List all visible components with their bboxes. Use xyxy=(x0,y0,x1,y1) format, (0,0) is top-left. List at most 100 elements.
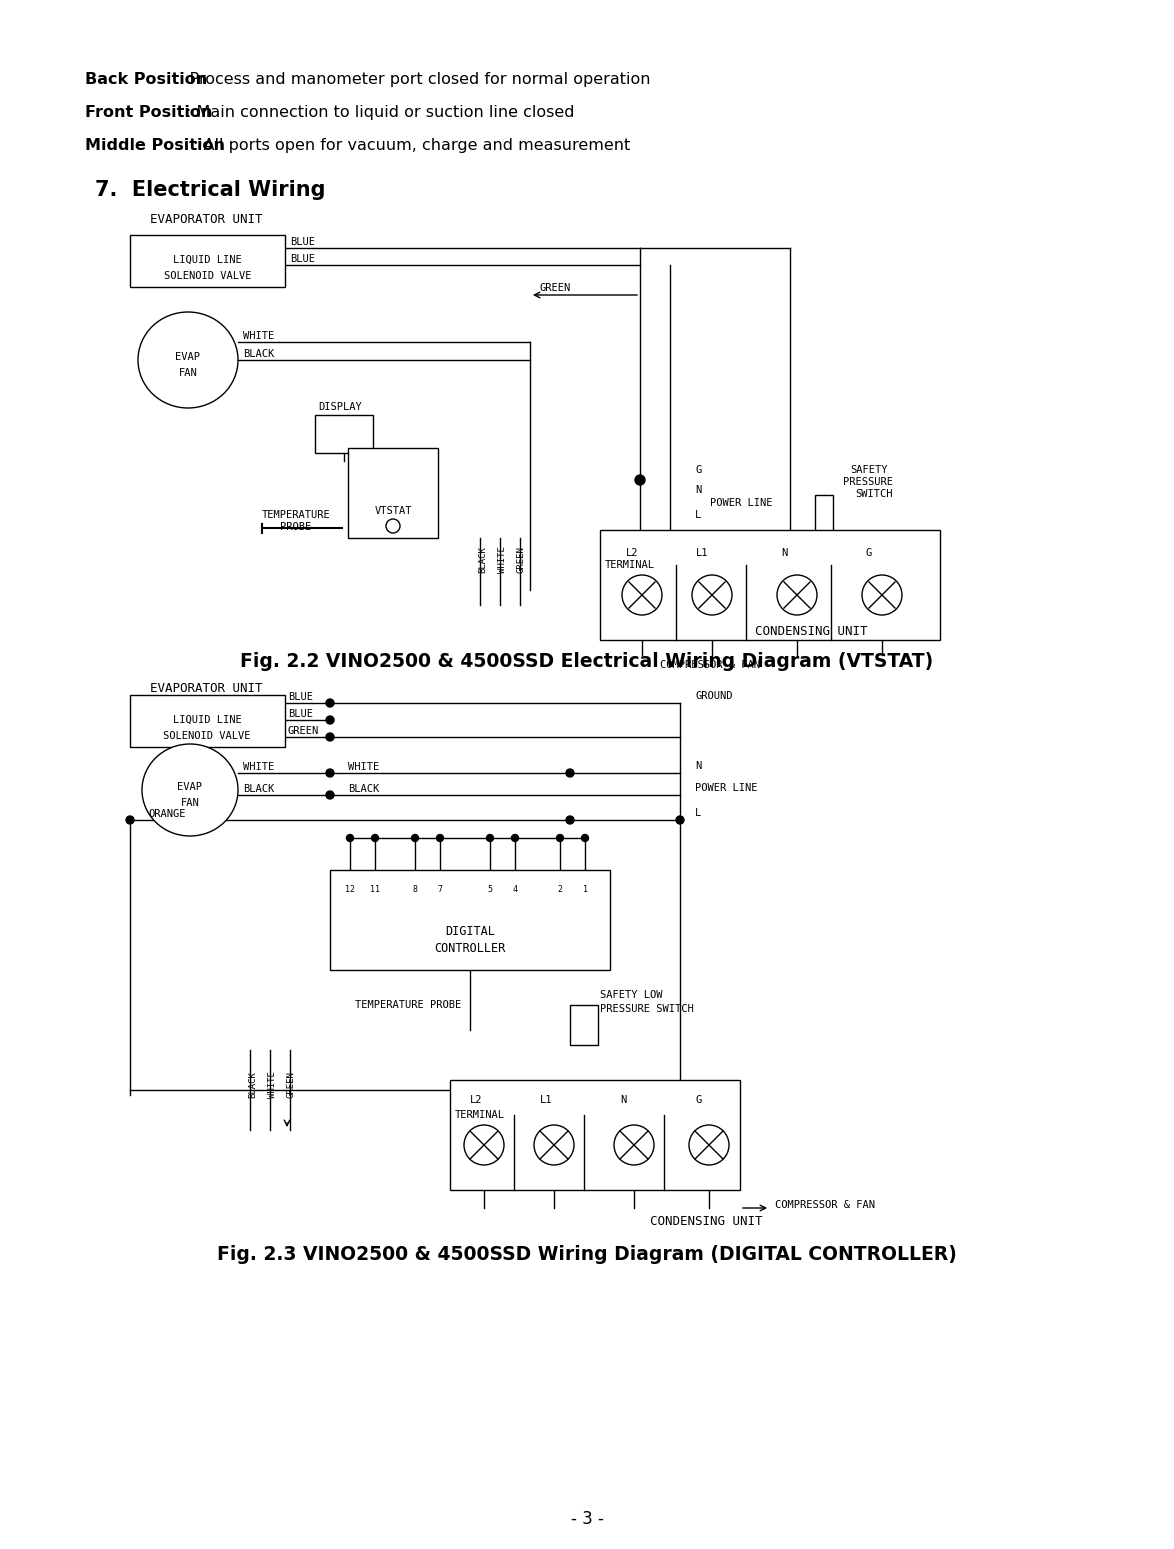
Circle shape xyxy=(326,733,333,740)
Circle shape xyxy=(326,716,333,723)
Text: CONDENSING UNIT: CONDENSING UNIT xyxy=(650,1214,762,1228)
Text: Fig. 2.2 VINO2500 & 4500SSD Electrical Wiring Diagram (VTSTAT): Fig. 2.2 VINO2500 & 4500SSD Electrical W… xyxy=(241,652,933,671)
Text: Back Position: Back Position xyxy=(85,71,208,87)
Circle shape xyxy=(486,835,493,841)
Text: WHITE: WHITE xyxy=(348,762,379,771)
Text: L1: L1 xyxy=(696,548,708,558)
Text: BLACK: BLACK xyxy=(478,547,487,573)
Text: POWER LINE: POWER LINE xyxy=(710,497,772,508)
Text: 5: 5 xyxy=(487,884,493,894)
Text: CONTROLLER: CONTROLLER xyxy=(434,942,506,956)
Text: 2: 2 xyxy=(558,884,562,894)
Text: Fig. 2.3 VINO2500 & 4500SSD Wiring Diagram (DIGITAL CONTROLLER): Fig. 2.3 VINO2500 & 4500SSD Wiring Diagr… xyxy=(217,1245,957,1264)
Text: WHITE: WHITE xyxy=(268,1072,277,1098)
Text: SAFETY LOW: SAFETY LOW xyxy=(600,990,662,1001)
Text: : Process and manometer port closed for normal operation: : Process and manometer port closed for … xyxy=(178,71,650,87)
Text: WHITE: WHITE xyxy=(243,762,275,771)
Bar xyxy=(571,1005,598,1046)
Text: DISPLAY: DISPLAY xyxy=(318,403,362,412)
Text: 1: 1 xyxy=(582,884,587,894)
Circle shape xyxy=(566,768,574,778)
Text: L: L xyxy=(695,809,701,818)
Text: GREEN: GREEN xyxy=(517,547,525,573)
Text: BLACK: BLACK xyxy=(243,784,275,795)
Circle shape xyxy=(689,1125,729,1165)
Circle shape xyxy=(777,575,817,615)
Circle shape xyxy=(635,476,645,485)
Bar xyxy=(815,496,834,550)
Text: G: G xyxy=(866,548,872,558)
Circle shape xyxy=(622,575,662,615)
Text: EVAP: EVAP xyxy=(177,782,202,792)
Text: SAFETY: SAFETY xyxy=(850,465,888,476)
Text: L: L xyxy=(695,510,701,520)
Circle shape xyxy=(534,1125,574,1165)
Text: Front Position: Front Position xyxy=(85,105,212,119)
Text: - 3 -: - 3 - xyxy=(571,1510,603,1527)
Bar xyxy=(130,235,285,287)
Circle shape xyxy=(326,699,333,706)
Text: SWITCH: SWITCH xyxy=(855,489,892,499)
Circle shape xyxy=(614,1125,654,1165)
Text: EVAPORATOR UNIT: EVAPORATOR UNIT xyxy=(150,682,263,696)
Text: COMPRESSOR & FAN: COMPRESSOR & FAN xyxy=(775,1200,875,1210)
Text: 12: 12 xyxy=(345,884,355,894)
Text: 4: 4 xyxy=(513,884,518,894)
Text: FAN: FAN xyxy=(178,369,197,378)
Text: BLUE: BLUE xyxy=(288,709,313,719)
Circle shape xyxy=(556,835,564,841)
Text: BLUE: BLUE xyxy=(288,692,313,702)
Text: PROBE: PROBE xyxy=(281,522,311,531)
Text: CONDENSING UNIT: CONDENSING UNIT xyxy=(755,624,868,638)
Bar xyxy=(348,448,438,538)
Text: TERMINAL: TERMINAL xyxy=(605,561,655,570)
Text: POWER LINE: POWER LINE xyxy=(695,782,757,793)
Text: SOLENOID VALVE: SOLENOID VALVE xyxy=(163,731,251,740)
Text: TERMINAL: TERMINAL xyxy=(456,1111,505,1120)
Text: GREEN: GREEN xyxy=(286,1072,296,1098)
Text: G: G xyxy=(695,1095,701,1104)
Text: VTSTAT: VTSTAT xyxy=(375,507,412,516)
Bar xyxy=(330,871,610,970)
Circle shape xyxy=(676,816,684,824)
Text: LIQUID LINE: LIQUID LINE xyxy=(173,256,242,265)
Circle shape xyxy=(326,768,333,778)
Text: N: N xyxy=(695,485,701,496)
Bar xyxy=(130,696,285,747)
Text: ORANGE: ORANGE xyxy=(148,809,185,819)
Circle shape xyxy=(386,519,400,533)
Text: SOLENOID VALVE: SOLENOID VALVE xyxy=(163,271,251,280)
Ellipse shape xyxy=(139,311,238,407)
Text: N: N xyxy=(620,1095,626,1104)
Circle shape xyxy=(412,835,418,841)
Text: 8: 8 xyxy=(412,884,418,894)
Text: N: N xyxy=(695,761,701,771)
Text: 11: 11 xyxy=(370,884,380,894)
Circle shape xyxy=(326,792,333,799)
Circle shape xyxy=(346,835,353,841)
Text: N: N xyxy=(781,548,788,558)
Circle shape xyxy=(371,835,378,841)
Text: BLACK: BLACK xyxy=(243,349,275,359)
Circle shape xyxy=(566,816,574,824)
Circle shape xyxy=(691,575,733,615)
Circle shape xyxy=(126,816,134,824)
Circle shape xyxy=(437,835,444,841)
Text: LIQUID LINE: LIQUID LINE xyxy=(173,716,242,725)
Text: 7: 7 xyxy=(438,884,443,894)
Text: PRESSURE: PRESSURE xyxy=(843,477,893,486)
Circle shape xyxy=(581,835,588,841)
Text: L2: L2 xyxy=(626,548,639,558)
Text: BLACK: BLACK xyxy=(248,1072,257,1098)
Bar xyxy=(315,415,373,452)
Text: GREEN: GREEN xyxy=(288,726,319,736)
Text: DIGITAL: DIGITAL xyxy=(445,925,495,939)
Circle shape xyxy=(464,1125,504,1165)
Text: EVAPORATOR UNIT: EVAPORATOR UNIT xyxy=(150,214,263,226)
Text: WHITE: WHITE xyxy=(243,331,275,341)
Text: EVAP: EVAP xyxy=(175,352,201,362)
Circle shape xyxy=(862,575,902,615)
Text: TEMPERATURE PROBE: TEMPERATURE PROBE xyxy=(355,1001,461,1010)
Text: BLUE: BLUE xyxy=(290,237,315,246)
Text: Middle Position: Middle Position xyxy=(85,138,225,153)
